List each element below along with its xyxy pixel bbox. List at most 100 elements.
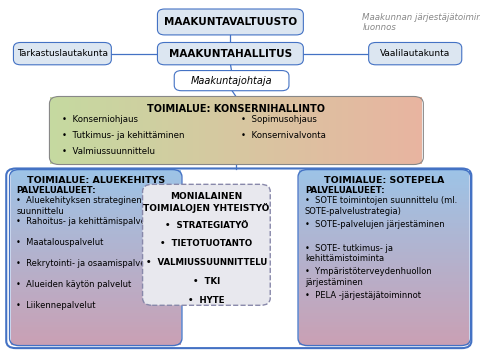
Bar	[193, 97, 199, 164]
Bar	[255, 97, 261, 164]
Bar	[292, 97, 299, 164]
Text: •  Liikennepalvelut: • Liikennepalvelut	[16, 301, 96, 310]
Bar	[11, 316, 181, 319]
Bar	[11, 301, 181, 304]
Bar	[119, 97, 125, 164]
Bar	[87, 97, 94, 164]
Bar	[299, 284, 469, 287]
Bar	[11, 199, 181, 202]
Bar	[299, 176, 469, 179]
Bar	[11, 208, 181, 211]
Bar	[379, 97, 385, 164]
Bar	[187, 97, 193, 164]
Bar	[11, 243, 181, 246]
Bar	[212, 97, 218, 164]
Bar	[416, 97, 422, 164]
Bar	[11, 278, 181, 281]
Bar	[286, 97, 292, 164]
Text: •  TIETOTUOTANTO: • TIETOTUOTANTO	[160, 239, 252, 248]
Bar	[299, 292, 469, 296]
FancyBboxPatch shape	[13, 42, 111, 65]
Bar	[299, 199, 469, 202]
Bar	[11, 191, 181, 194]
Text: •  Valmiussuunnittelu: • Valmiussuunnittelu	[62, 147, 156, 156]
Bar	[299, 269, 469, 272]
Bar	[299, 191, 469, 194]
Text: •  STRATEGIATYÖ: • STRATEGIATYÖ	[165, 221, 248, 230]
Bar	[11, 342, 181, 345]
Bar	[299, 328, 469, 330]
Bar	[299, 275, 469, 278]
Bar	[299, 208, 469, 211]
Bar	[11, 269, 181, 272]
Bar	[299, 179, 469, 182]
Bar	[168, 97, 174, 164]
Bar	[63, 97, 69, 164]
Bar	[261, 97, 267, 164]
Bar	[299, 243, 469, 246]
Bar	[11, 170, 181, 173]
Text: •  TKI: • TKI	[193, 277, 220, 286]
Bar	[299, 222, 469, 226]
Bar	[162, 97, 168, 164]
Bar	[299, 205, 469, 208]
Bar	[299, 324, 469, 328]
Bar	[299, 197, 469, 199]
Text: •  Sopimusohjaus: • Sopimusohjaus	[241, 115, 317, 124]
Bar	[11, 249, 181, 252]
Bar	[299, 211, 469, 214]
Bar	[11, 217, 181, 220]
Bar	[299, 173, 469, 176]
Bar	[11, 179, 181, 182]
Bar	[11, 182, 181, 185]
Bar	[299, 321, 469, 324]
Text: MAAKUNTAVALTUUSTO: MAAKUNTAVALTUUSTO	[164, 17, 297, 27]
Bar	[299, 264, 469, 266]
Bar	[11, 255, 181, 258]
Bar	[11, 188, 181, 191]
Bar	[11, 264, 181, 266]
Bar	[299, 316, 469, 319]
Bar	[299, 234, 469, 237]
Bar	[11, 321, 181, 324]
Text: Maakunnan järjestäjätoiminnon  -
luonnos: Maakunnan järjestäjätoiminnon - luonnos	[362, 13, 480, 32]
Bar	[299, 188, 469, 191]
Bar	[50, 97, 57, 164]
Bar	[11, 336, 181, 339]
Bar	[299, 214, 469, 217]
Bar	[11, 226, 181, 229]
Bar	[299, 342, 469, 345]
Bar	[299, 296, 469, 298]
Bar	[75, 97, 82, 164]
Bar	[69, 97, 75, 164]
Bar	[11, 330, 181, 333]
Text: PALVELUALUEET:: PALVELUALUEET:	[305, 186, 384, 195]
Bar	[305, 97, 311, 164]
Bar	[329, 97, 336, 164]
Bar	[242, 97, 249, 164]
Bar	[94, 97, 100, 164]
Bar	[299, 266, 469, 269]
Bar	[11, 220, 181, 222]
Text: •  Maatalouspalvelut: • Maatalouspalvelut	[16, 238, 104, 247]
Bar	[11, 211, 181, 214]
Bar	[299, 182, 469, 185]
Text: PALVELUALUEET:: PALVELUALUEET:	[16, 186, 96, 195]
Text: TOIMIALUE: SOTEPELA: TOIMIALUE: SOTEPELA	[324, 176, 444, 185]
Bar	[404, 97, 410, 164]
Bar	[336, 97, 342, 164]
Bar	[11, 275, 181, 278]
Bar	[367, 97, 373, 164]
Bar	[299, 258, 469, 261]
FancyBboxPatch shape	[157, 9, 303, 35]
Text: •  VALMIUSSUUNNITTELU: • VALMIUSSUUNNITTELU	[146, 258, 267, 267]
Text: MAAKUNTAHALLITUS: MAAKUNTAHALLITUS	[169, 49, 292, 59]
Bar	[299, 217, 469, 220]
Bar	[11, 202, 181, 205]
Bar	[11, 339, 181, 342]
Bar	[299, 298, 469, 301]
Bar	[299, 231, 469, 234]
Bar	[11, 185, 181, 188]
Text: •  Alueiden käytön palvelut: • Alueiden käytön palvelut	[16, 280, 132, 289]
Bar	[299, 246, 469, 249]
